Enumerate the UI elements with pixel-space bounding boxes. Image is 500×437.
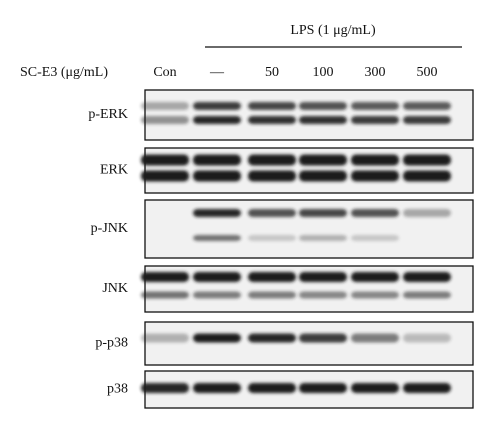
band (141, 116, 189, 124)
blot-label: p-ERK (88, 107, 128, 122)
band (193, 291, 241, 299)
dose-label: SC-E3 (μg/mL) (20, 65, 108, 80)
band (403, 154, 451, 166)
band (351, 272, 399, 282)
band (299, 291, 347, 299)
band (248, 383, 296, 393)
band (351, 333, 399, 343)
band (351, 102, 399, 110)
band (248, 291, 296, 299)
band (299, 235, 347, 241)
band (141, 383, 189, 393)
band (193, 102, 241, 110)
band (193, 272, 241, 282)
band (403, 209, 451, 217)
blot-panel (144, 199, 474, 259)
blot-label: p-p38 (95, 336, 128, 351)
band (141, 333, 189, 343)
band (193, 209, 241, 217)
band (141, 154, 189, 166)
blot-label: ERK (100, 163, 128, 178)
lane-label: Con (153, 65, 176, 80)
band (403, 170, 451, 182)
band (299, 209, 347, 217)
band (248, 235, 296, 241)
band (248, 102, 296, 110)
band (403, 383, 451, 393)
band (193, 170, 241, 182)
band (248, 333, 296, 343)
band (351, 154, 399, 166)
lane-label: 500 (417, 65, 438, 80)
band (299, 154, 347, 166)
lane-label: 300 (365, 65, 386, 80)
band (403, 272, 451, 282)
band (141, 170, 189, 182)
blot-label: JNK (102, 281, 128, 296)
band (193, 383, 241, 393)
band (299, 272, 347, 282)
band (248, 154, 296, 166)
band (193, 154, 241, 166)
band (403, 102, 451, 110)
band (248, 116, 296, 124)
band (403, 116, 451, 124)
band (299, 333, 347, 343)
band (141, 102, 189, 110)
band (351, 291, 399, 299)
band (193, 235, 241, 241)
blot-panel (144, 321, 474, 366)
band (299, 170, 347, 182)
band (351, 170, 399, 182)
band (141, 291, 189, 299)
band (193, 116, 241, 124)
blot-label: p38 (107, 382, 128, 397)
lane-label: 50 (265, 65, 279, 80)
band (351, 116, 399, 124)
band (403, 333, 451, 343)
band (193, 333, 241, 343)
band (351, 235, 399, 241)
treatment-label: LPS (1 μg/mL) (290, 23, 376, 38)
band (141, 272, 189, 282)
band (299, 383, 347, 393)
blot-label: p-JNK (91, 221, 128, 236)
lane-label: 100 (313, 65, 334, 80)
band (351, 209, 399, 217)
lane-label: — (209, 65, 225, 80)
band (351, 383, 399, 393)
band (299, 116, 347, 124)
blot-panel (144, 89, 474, 141)
band (248, 272, 296, 282)
band (248, 170, 296, 182)
band (403, 291, 451, 299)
band (248, 209, 296, 217)
band (299, 102, 347, 110)
